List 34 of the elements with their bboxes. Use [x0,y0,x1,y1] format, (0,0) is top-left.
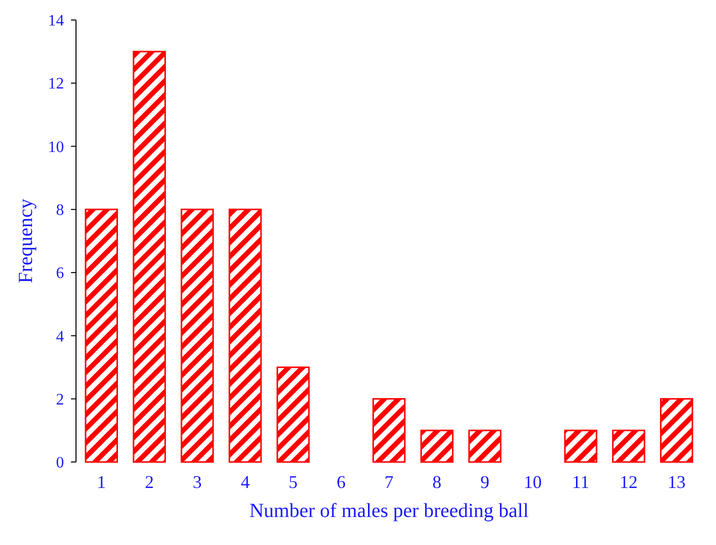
bar [84,208,118,463]
x-tick-label: 8 [432,472,442,492]
x-tick-label: 3 [192,472,202,492]
y-tick-label: 14 [48,12,64,30]
bar [564,430,598,463]
y-axis-title: Frequency [15,198,37,284]
bar [372,398,406,463]
x-tick-label: 12 [620,472,638,492]
x-tick-label: 5 [288,472,298,492]
y-tick-label: 2 [56,391,64,408]
y-tick-label: 6 [56,265,64,282]
x-tick-label: 11 [572,472,590,492]
x-tick-label: 7 [384,472,394,492]
x-tick-label: 10 [524,472,542,492]
y-tick-label: 8 [56,202,64,220]
bar [276,366,310,463]
x-tick-label: 1 [96,472,106,492]
y-tick-label: 0 [56,454,64,472]
x-tick-label: 2 [144,472,154,492]
y-tick-label: 12 [48,76,64,93]
x-tick-label: 6 [336,472,346,492]
bar [180,208,214,463]
x-axis-title: Number of males per breeding ball [249,500,530,522]
x-tick-label: 9 [480,472,490,492]
x-tick-label: 4 [240,472,250,492]
x-tick-label: 13 [668,472,686,492]
bar [660,398,694,463]
bar [420,430,454,463]
y-tick-label: 4 [56,328,64,346]
bar [468,430,502,463]
bar [228,208,262,463]
bar [132,50,166,463]
bar [612,430,646,463]
y-tick-label: 10 [48,138,64,156]
